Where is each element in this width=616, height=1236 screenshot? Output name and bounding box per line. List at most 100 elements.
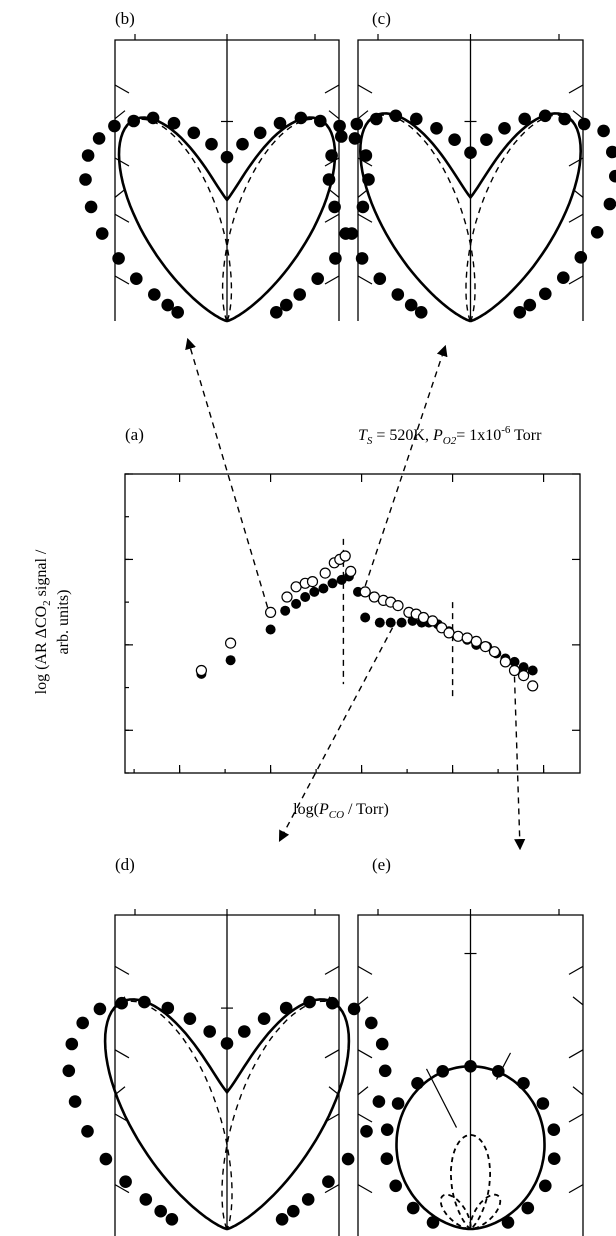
data-point [183, 1012, 197, 1025]
left-radial-tick [357, 1049, 373, 1059]
data-point [360, 1125, 373, 1138]
right-radial-tick [568, 275, 584, 285]
data-point [220, 150, 234, 164]
data-point [311, 272, 325, 286]
data-point [391, 1097, 405, 1110]
data-point-open [306, 575, 319, 588]
data-point [370, 112, 383, 126]
data-point [257, 1012, 271, 1025]
arrow-to-d [278, 627, 394, 842]
data-point [356, 200, 370, 214]
data-point [414, 306, 428, 319]
data-point [609, 169, 616, 183]
data-point [498, 122, 511, 135]
data-point [329, 252, 342, 265]
data-point [115, 996, 128, 1010]
data-point-open [345, 565, 357, 578]
data-point [590, 226, 604, 239]
connector-arrows [185, 337, 526, 851]
data-point [127, 114, 140, 128]
data-point [146, 111, 160, 125]
data-point [275, 1213, 289, 1226]
data-point-filled [291, 598, 302, 609]
data-point [404, 298, 418, 312]
data-point [513, 306, 527, 319]
data-point [350, 117, 364, 131]
data-point-open [225, 637, 237, 649]
data-point [603, 197, 616, 211]
data-point [547, 1123, 561, 1136]
data-point-filled [396, 617, 407, 628]
data-point [436, 1065, 450, 1078]
right-radial-tick [568, 84, 584, 94]
data-point [391, 288, 405, 301]
data-point-open [359, 586, 371, 598]
data-point-filled [374, 617, 385, 628]
x-axis-label: log(PCO / Torr) [293, 801, 389, 821]
data-point-open [427, 615, 439, 627]
data-point-filled [527, 665, 538, 676]
data-point-open [368, 591, 380, 603]
data-point [287, 1204, 300, 1218]
data-point-open [517, 669, 530, 682]
scatter-plot-a: TS = 520K, PO2= 1x10-6 Torr log (AR ΔCO2… [33, 424, 581, 821]
data-point-open [417, 611, 430, 624]
data-point [501, 1216, 515, 1229]
data-point [165, 1213, 179, 1226]
data-point [517, 1077, 530, 1090]
data-point [597, 124, 610, 138]
data-point-open [290, 581, 302, 593]
data-point [464, 1060, 477, 1073]
left-radial-tick [357, 275, 373, 285]
left-radial-tick [357, 213, 373, 223]
y-axis-label: log (AR ΔCO2 signal / [33, 549, 53, 694]
data-point [521, 1201, 535, 1215]
data-point [378, 1064, 392, 1078]
data-point [348, 132, 362, 145]
data-point [301, 1193, 315, 1206]
fit-inner-curve [450, 1133, 491, 1230]
data-point-open [281, 591, 293, 603]
left-radial-tick [357, 1184, 373, 1194]
data-point [341, 1152, 355, 1166]
data-point [62, 1064, 76, 1078]
data-point-open [488, 646, 501, 658]
data-point [464, 146, 477, 159]
data-point [380, 1123, 394, 1136]
data-point [365, 1016, 378, 1030]
data-point [280, 298, 293, 312]
data-point-open [392, 599, 404, 612]
data-point [161, 298, 174, 312]
left-radial-tick [114, 110, 126, 120]
data-point [430, 122, 443, 135]
arrow-to-b [185, 337, 269, 608]
data-point [273, 116, 287, 130]
data-point [577, 117, 591, 131]
data-point [373, 272, 387, 286]
data-point [372, 1095, 386, 1108]
data-point [112, 252, 125, 265]
data-point [138, 995, 151, 1009]
data-point-filled [385, 617, 396, 628]
data-point-open [452, 630, 464, 642]
right-radial-tick [572, 996, 584, 1006]
data-point [448, 133, 461, 146]
data-point [238, 1025, 251, 1038]
data-point-filled [509, 656, 520, 667]
data-point [253, 126, 267, 140]
data-point [187, 126, 201, 140]
left-radial-tick [114, 157, 130, 167]
data-point-filled [280, 605, 291, 616]
data-point [606, 145, 616, 159]
left-radial-tick [114, 275, 130, 285]
data-point [339, 227, 353, 240]
right-radial-tick [568, 965, 584, 975]
right-radial-tick [328, 188, 340, 198]
left-radial-tick [114, 965, 130, 975]
data-point [558, 112, 571, 126]
left-radial-tick [357, 84, 373, 94]
data-point [81, 149, 95, 162]
data-point [99, 1152, 113, 1166]
data-point [492, 1065, 505, 1078]
data-point [294, 111, 308, 125]
